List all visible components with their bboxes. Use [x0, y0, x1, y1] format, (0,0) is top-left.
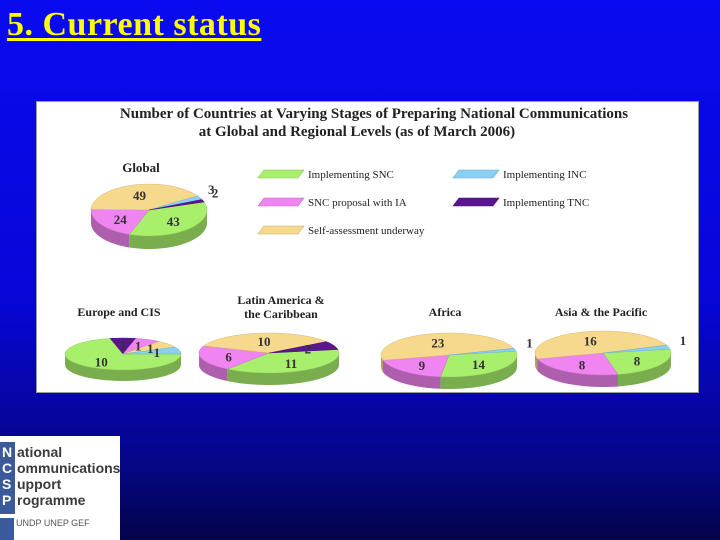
- pie-1-wall-snc: [65, 353, 181, 381]
- pie-3-wall-sa: [381, 354, 383, 373]
- pie-title-4: Asia & the Pacific: [555, 305, 648, 319]
- logo-bottom-strip: [0, 518, 14, 540]
- pie-2-slice-sa: [203, 332, 328, 354]
- pie-title-2-line1: Latin America &: [237, 293, 324, 307]
- pie-4-slice-snc: [602, 348, 672, 375]
- legend-swatch-ia: [257, 197, 305, 207]
- pie-0-slice-ia: [90, 209, 150, 235]
- pie-3-slice-sa: [380, 332, 515, 361]
- legend-swatch-snc: [257, 169, 305, 179]
- pie-0-label-tnc: 2: [212, 186, 219, 201]
- pie-4-label-ia: 8: [579, 357, 586, 372]
- pie-2-slice-snc: [226, 349, 340, 374]
- pie-2-slice-tnc: [268, 341, 339, 354]
- legend-label-inc: Implementing INC: [503, 169, 586, 181]
- slide-title: 5. Current status: [7, 6, 262, 43]
- legend-label-ia: SNC proposal with IA: [308, 197, 407, 209]
- pie-0-label-sa: 49: [133, 188, 147, 203]
- pie-4-label-sa: 16: [584, 333, 598, 348]
- pie-1-label-sa: 1: [147, 341, 154, 356]
- pie-4-wall-ia: [537, 358, 618, 387]
- pie-3-label-sa: 23: [431, 335, 445, 350]
- pie-1-label-inc: 1: [154, 345, 161, 360]
- pie-4-slice-inc: [602, 344, 671, 354]
- legend-swatch-inc: [452, 169, 500, 179]
- pie-2-wall-snc: [227, 353, 339, 385]
- pie-3-label-inc: 1: [526, 336, 533, 351]
- pie-4-wall-sa: [535, 353, 538, 371]
- pie-4-label-inc: 1: [680, 333, 687, 348]
- legend-label-snc: Implementing SNC: [308, 169, 394, 181]
- chart-panel: Number of Countries at Varying Stages of…: [36, 101, 699, 393]
- pie-2-label-sa: 10: [257, 334, 270, 349]
- pie-3-label-ia: 9: [419, 358, 426, 373]
- logo-letter-bar: [0, 442, 15, 514]
- pie-1-slice-inc: [122, 346, 182, 355]
- pie-1-label-ia: 1: [135, 338, 142, 353]
- pie-1-label-snc: 10: [95, 355, 108, 370]
- pie-0-label-inc: 3: [208, 182, 215, 197]
- pie-0-slice-tnc: [148, 199, 205, 211]
- pie-2-label-snc: 11: [285, 356, 297, 371]
- legend-swatch-sa: [257, 225, 305, 235]
- legend-label-tnc: Implementing TNC: [503, 197, 589, 209]
- pie-4-wall-snc: [617, 351, 671, 387]
- pie-0-label-ia: 24: [114, 212, 128, 227]
- pie-0-wall-snc: [129, 209, 207, 249]
- legend-label-sa: Self-assessment underway: [308, 225, 425, 237]
- pie-3-wall-snc: [440, 354, 517, 389]
- chart-subtitle: at Global and Regional Levels (as of Mar…: [199, 124, 515, 140]
- pie-0-label-snc: 43: [167, 214, 181, 229]
- pie-charts-figure: Number of Countries at Varying Stages of…: [64, 106, 687, 389]
- pie-3-slice-ia: [382, 354, 450, 378]
- pie-1-label-tnc: 1: [120, 337, 127, 352]
- chart-title: Number of Countries at Varying Stages of…: [120, 106, 628, 122]
- pie-title-2-line2: the Caribbean: [244, 307, 318, 321]
- pie-4-slice-ia: [536, 352, 619, 376]
- pie-3-slice-inc: [448, 348, 517, 356]
- pie-4-slice-sa: [534, 330, 668, 360]
- pie-2-label-ia: 6: [225, 349, 232, 364]
- pie-3-label-snc: 14: [472, 357, 486, 372]
- pie-2-wall-ia: [199, 352, 228, 382]
- pie-3-wall-ia: [382, 360, 441, 389]
- pie-2-slice-ia: [198, 345, 270, 370]
- partner-logos: UNDP UNEP GEF: [16, 518, 90, 528]
- pie-2-label-tnc: 2: [305, 341, 312, 356]
- pie-title-0: Global: [122, 160, 160, 175]
- pie-3-slice-snc: [440, 350, 518, 378]
- pie-title-3: Africa: [429, 305, 462, 319]
- pie-title-1: Europe and CIS: [77, 305, 160, 319]
- pie-0-wall-ia: [91, 209, 130, 248]
- pie-4-label-snc: 8: [634, 353, 641, 368]
- legend-swatch-tnc: [452, 197, 500, 207]
